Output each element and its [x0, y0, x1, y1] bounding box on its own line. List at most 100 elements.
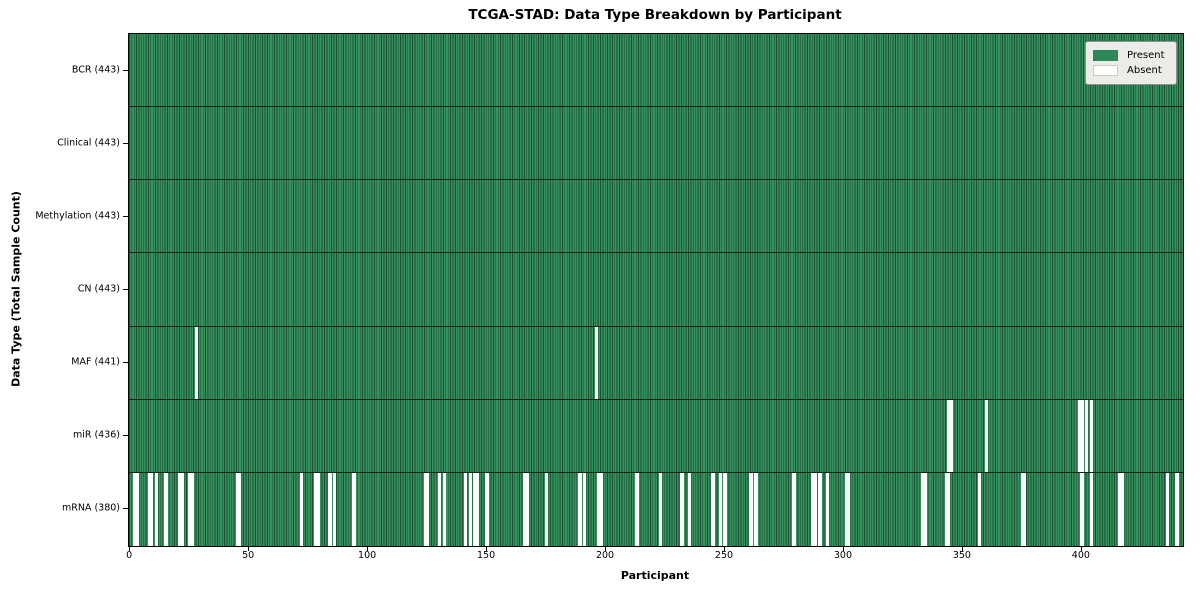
absent-cell	[195, 326, 199, 399]
absent-cell	[475, 472, 480, 546]
x-tick-mark	[129, 546, 131, 551]
x-tick-mark	[605, 546, 607, 551]
heatmap-row-mir	[129, 399, 1183, 473]
absent-cell	[597, 472, 601, 546]
absent-cell	[977, 472, 982, 546]
absent-cell	[1175, 472, 1179, 546]
heatmap-row-mrna	[129, 472, 1183, 546]
absent-cell	[718, 472, 722, 546]
absent-cell	[525, 472, 530, 546]
absent-cell	[813, 472, 818, 546]
y-axis-label: Data Type (Total Sample Count)	[9, 191, 23, 387]
absent-cell	[1023, 472, 1027, 546]
absent-cell	[328, 472, 332, 546]
y-tick-mark	[123, 362, 128, 364]
x-tick-label: 400	[1071, 550, 1090, 561]
absent-cell	[923, 472, 927, 546]
y-tick-label: mRNA (380)	[61, 502, 120, 514]
absent-cell	[1020, 472, 1025, 546]
x-tick-mark	[842, 546, 844, 551]
x-tick-label: 200	[595, 550, 615, 561]
heatmap-row-cn	[129, 253, 1183, 327]
absent-cell	[599, 472, 603, 546]
chart-title: TCGA-STAD: Data Type Breakdown by Partic…	[468, 7, 842, 23]
absent-cell	[352, 472, 356, 546]
absent-cell	[437, 472, 442, 546]
absent-cell	[818, 472, 822, 546]
legend: Present Absent	[1085, 41, 1177, 85]
y-tick-mark	[123, 215, 128, 217]
absent-cell	[1120, 472, 1124, 546]
x-tick-label: 100	[358, 550, 377, 561]
absent-cell	[635, 472, 639, 546]
y-tick-label: BCR (443)	[71, 64, 120, 76]
x-tick-label: 350	[952, 550, 971, 561]
x-tick-label: 50	[242, 550, 255, 561]
absent-cell	[985, 399, 989, 472]
absent-cell	[1080, 399, 1084, 472]
y-tick-mark	[123, 508, 128, 510]
absent-cell	[811, 472, 815, 546]
absent-cell	[1118, 472, 1122, 546]
absent-cell	[792, 472, 796, 546]
legend-entry-present: Present	[1093, 48, 1168, 63]
absent-cell	[147, 472, 151, 546]
y-tick-mark	[123, 289, 128, 290]
y-tick-label: MAF (441)	[71, 356, 120, 368]
y-tick-label: Clinical (443)	[57, 137, 120, 149]
absent-cell	[523, 472, 527, 546]
absent-cell	[423, 472, 427, 546]
absent-cell	[1165, 472, 1170, 546]
absent-cell	[1084, 399, 1089, 472]
absent-cell	[711, 472, 715, 546]
absent-cell	[944, 472, 948, 546]
x-axis-label: Participant	[620, 569, 690, 582]
absent-cell	[133, 472, 137, 546]
x-tick-label: 0	[126, 550, 133, 561]
legend-label-absent: Absent	[1127, 65, 1162, 76]
y-tick-label: miR (436)	[72, 429, 120, 441]
x-tick-mark	[367, 546, 369, 551]
x-tick-mark	[723, 546, 725, 551]
absent-cell	[235, 472, 239, 546]
absent-cell	[680, 472, 684, 546]
absent-cell	[164, 472, 168, 546]
x-tick-mark	[1080, 546, 1082, 551]
absent-cell	[844, 472, 849, 546]
absent-cell	[946, 399, 951, 472]
absent-cell	[825, 472, 829, 546]
absent-cell	[187, 472, 192, 546]
x-tick-label: 250	[714, 550, 734, 561]
absent-cell	[333, 472, 337, 546]
absent-cell	[1089, 472, 1094, 546]
absent-cell	[316, 472, 320, 546]
absent-cell	[1077, 399, 1082, 472]
absent-cell	[135, 472, 139, 546]
absent-cell	[754, 472, 758, 546]
absent-cell	[920, 472, 925, 546]
absent-cell	[949, 399, 953, 472]
y-tick-mark	[123, 69, 128, 71]
absent-cell	[544, 472, 549, 546]
absent-cell	[149, 472, 154, 546]
absent-cell	[180, 472, 185, 546]
absent-cell	[594, 326, 599, 399]
heatmap-row-clinical	[129, 107, 1183, 181]
absent-cell	[154, 472, 159, 546]
x-tick-label: 300	[833, 550, 853, 561]
absent-cell	[468, 472, 473, 546]
absent-cell	[442, 472, 446, 546]
absent-cell	[723, 472, 727, 546]
absent-cell	[485, 472, 489, 546]
absent-cell	[473, 472, 477, 546]
x-tick-mark	[486, 546, 488, 551]
absent-cell	[299, 472, 304, 546]
absent-cell	[659, 472, 663, 546]
y-tick-mark	[123, 142, 128, 144]
heatmap-row-bcr	[129, 34, 1183, 108]
absent-cell	[237, 472, 242, 546]
absent-cell	[749, 472, 753, 546]
absent-cell	[578, 472, 582, 546]
y-tick-label: Methylation (443)	[35, 210, 120, 222]
absent-cell	[178, 472, 182, 546]
